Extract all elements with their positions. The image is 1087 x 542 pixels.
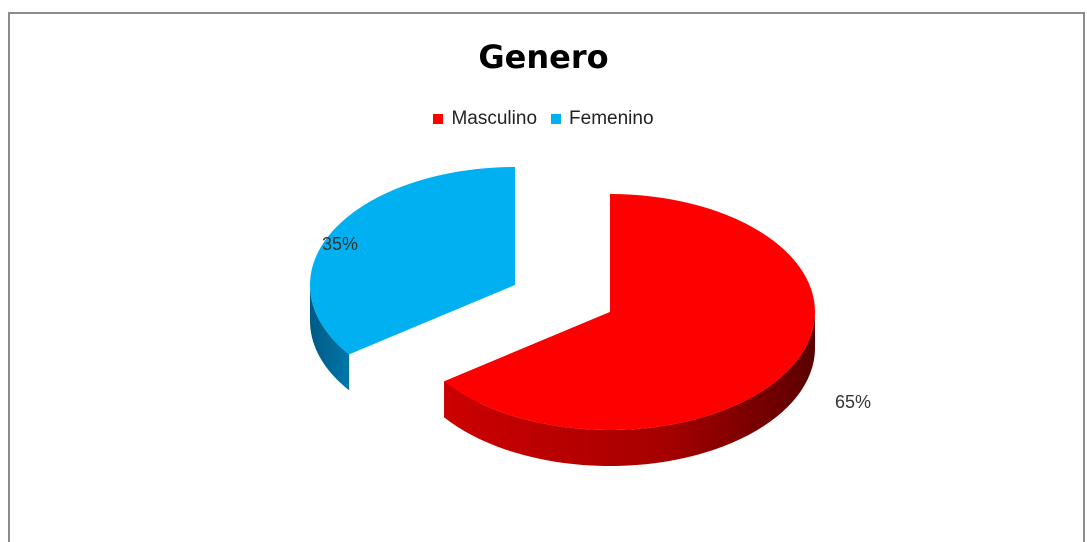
legend-label-femenino: Femenino: [569, 108, 654, 129]
slice-side-masculino: [444, 313, 815, 466]
chart-legend: Masculino Femenino: [0, 108, 1087, 130]
data-label-femenino: 35%: [322, 234, 358, 254]
slice-femenino: [310, 167, 515, 391]
slice-masculino: [444, 194, 815, 466]
legend-item-masculino: Masculino: [433, 108, 537, 130]
legend-label-masculino: Masculino: [451, 108, 538, 129]
legend-swatch-femenino: [551, 114, 562, 124]
legend-swatch-masculino: [433, 114, 444, 124]
slice-side-femenino: [310, 284, 350, 391]
chart-title: Genero: [478, 38, 609, 76]
legend-item-femenino: Femenino: [551, 108, 654, 130]
slice-top-masculino: [444, 194, 815, 430]
data-label-masculino: 65%: [835, 392, 871, 412]
slice-top-femenino: [310, 167, 515, 355]
